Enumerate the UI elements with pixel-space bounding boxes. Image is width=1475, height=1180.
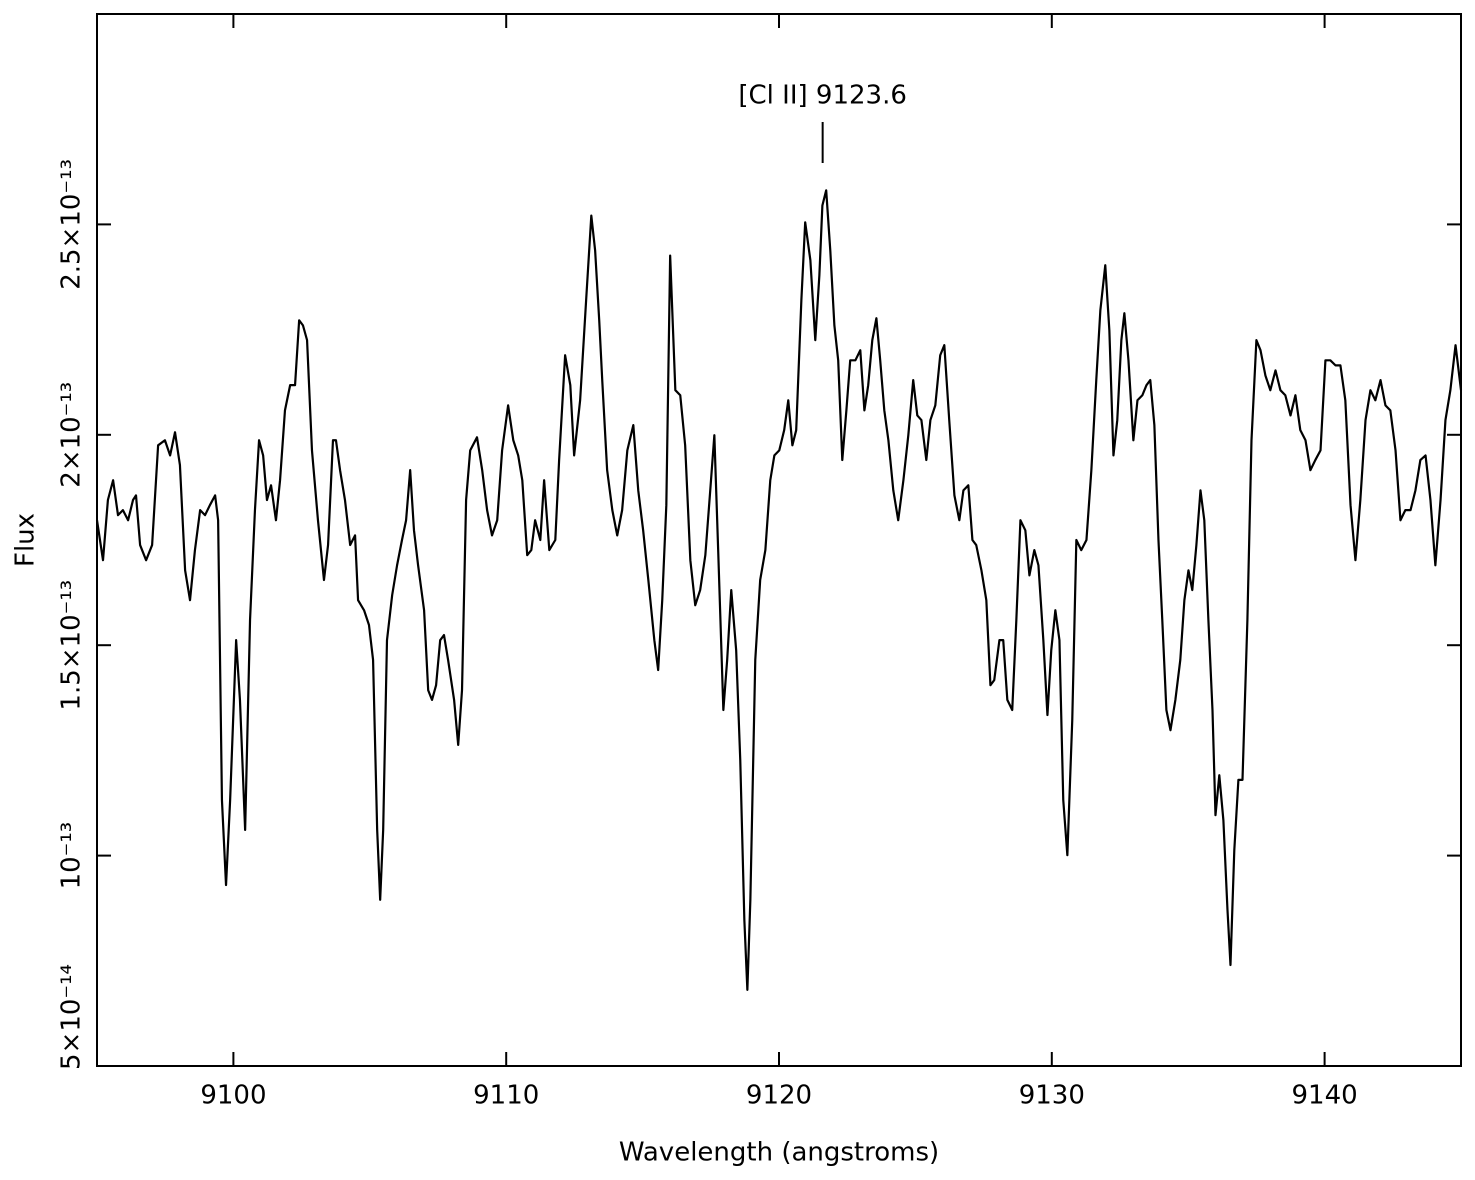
- y-tick-label: 1.5×10⁻¹³: [57, 580, 87, 711]
- y-axis-label: Flux: [11, 513, 41, 567]
- plot-frame: [96, 13, 1462, 1067]
- y-tick-label: 10⁻¹³: [57, 822, 87, 890]
- x-tick-label: 9130: [1019, 1081, 1085, 1111]
- spectrum-line: [95, 189, 1463, 991]
- x-tick-label: 9140: [1292, 1081, 1358, 1111]
- x-tick-label: 9110: [473, 1081, 539, 1111]
- x-tick-label: 9100: [200, 1081, 266, 1111]
- annotation-label: [Cl II] 9123.6: [738, 81, 907, 111]
- x-axis-label: Wavelength (angstroms): [619, 1138, 939, 1168]
- y-tick-label: 5×10⁻¹⁴: [57, 964, 87, 1070]
- y-tick-label: 2×10⁻¹³: [57, 382, 87, 488]
- y-tick-label: 2.5×10⁻¹³: [57, 159, 87, 290]
- x-tick-label: 9120: [746, 1081, 812, 1111]
